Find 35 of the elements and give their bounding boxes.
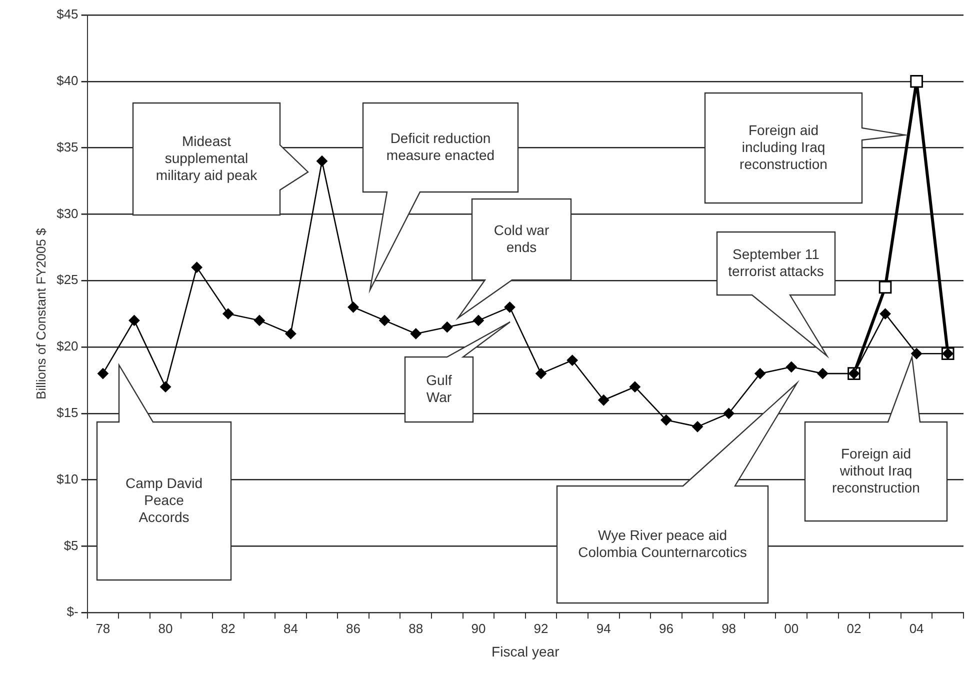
annotation: Cold war ends — [494, 222, 550, 255]
x-tick-label: 02 — [846, 620, 862, 636]
annotation: Foreign aid without Iraq reconstruction — [832, 445, 920, 496]
x-tick-label: 78 — [96, 620, 110, 636]
y-tick-label: $35 — [56, 139, 78, 154]
x-tick-label: 96 — [658, 620, 674, 636]
y-tick-label: $25 — [56, 272, 78, 288]
annotation: September 11 terrorist attacks — [728, 246, 824, 279]
annotation: Mideast supplemental military aid peak — [156, 132, 258, 183]
annotation: Deficit reduction measure enacted — [386, 130, 495, 163]
x-tick-label: 86 — [346, 620, 361, 636]
annotation: Wye River peace aid Colombia Counternarcotics — [578, 526, 747, 560]
x-tick-label: 04 — [909, 620, 924, 636]
annotation: Gulf War — [426, 372, 452, 405]
x-tick-label: 94 — [596, 620, 611, 636]
y-tick-label: $10 — [56, 471, 78, 486]
x-tick-label: 88 — [408, 620, 424, 636]
x-tick-label: 92 — [534, 620, 548, 636]
x-tick-label: 82 — [220, 620, 236, 636]
y-tick-label: $45 — [56, 6, 78, 22]
y-axis-title: Billions of Constant FY2005 $ — [33, 227, 48, 400]
y-tick-label: $- — [66, 604, 78, 620]
y-tick-label: $15 — [56, 404, 78, 420]
x-tick-label: 90 — [471, 620, 486, 636]
y-tick-label: $40 — [56, 72, 78, 88]
x-tick-label: 98 — [722, 620, 736, 636]
annotation: Foreign aid including Iraq reconstruction — [740, 122, 828, 172]
y-tick-label: $20 — [56, 338, 78, 354]
x-tick-label: 84 — [283, 620, 298, 636]
y-tick-label: $5 — [64, 538, 78, 553]
x-axis-title: Fiscal year — [492, 643, 560, 660]
x-tick-label: 00 — [784, 620, 799, 636]
y-tick-label: $30 — [56, 206, 78, 221]
x-tick-label: 80 — [158, 620, 173, 636]
annotation: Camp David Peace Accords — [125, 474, 203, 525]
